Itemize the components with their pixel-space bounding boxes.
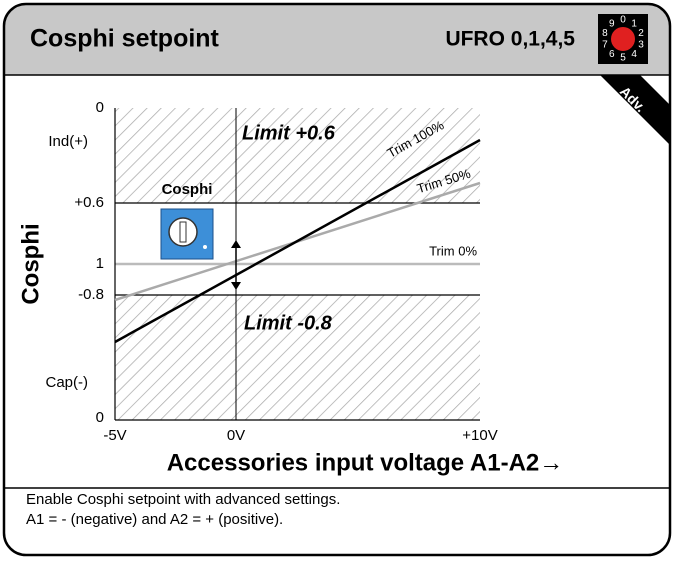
- x-label: +10V: [462, 427, 497, 444]
- switch-digit: 2: [638, 28, 644, 39]
- switch-digit: 1: [631, 18, 637, 29]
- switch-digit: 7: [602, 40, 608, 51]
- y-title: Cosphi: [17, 223, 44, 304]
- footer-line: A1 = - (negative) and A2 = + (positive).: [26, 511, 283, 528]
- y-label: +0.6: [74, 194, 104, 211]
- rotary-knob: [611, 27, 635, 51]
- header-band: [4, 4, 670, 75]
- frame: [2, 2, 672, 557]
- x-title: Accessories input voltage A1-A2→: [167, 449, 564, 476]
- y-label: Ind(+): [48, 133, 88, 150]
- y-label: 0: [96, 99, 104, 116]
- switch-digit: 3: [638, 40, 644, 51]
- limit-zone: [115, 295, 480, 420]
- x-label: 0V: [227, 427, 245, 444]
- title: Cosphi setpoint: [30, 25, 220, 53]
- switch-digit: 8: [602, 28, 608, 39]
- trim-label: Trim 0%: [429, 243, 477, 258]
- trim-100-line: [114, 138, 481, 344]
- y-label: -0.8: [78, 286, 104, 303]
- limit-label: Limit +0.6: [242, 122, 336, 144]
- switch-digit: 9: [609, 18, 615, 29]
- limit-label: Limit -0.8: [244, 312, 333, 334]
- pot-label: Cosphi: [162, 181, 213, 198]
- code: UFRO 0,1,4,5: [445, 28, 575, 51]
- footer-line: Enable Cosphi setpoint with advanced set…: [26, 491, 340, 508]
- switch-digit: 0: [620, 15, 626, 26]
- switch-digit: 5: [620, 53, 626, 64]
- switch-digit: 4: [631, 49, 637, 60]
- limit-zone: [115, 108, 480, 203]
- x-label: -5V: [103, 427, 126, 444]
- badge-ribbon: [600, 75, 670, 145]
- y-label: 0: [96, 409, 104, 426]
- switch-digit: 6: [609, 49, 615, 60]
- y-label: Cap(-): [45, 374, 88, 391]
- y-label: 1: [96, 255, 104, 272]
